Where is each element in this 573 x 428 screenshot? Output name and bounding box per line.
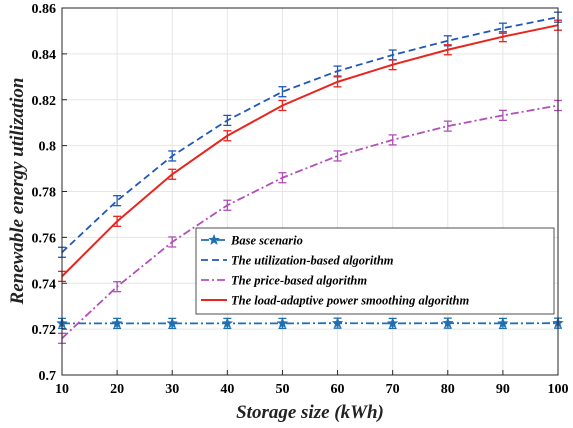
- error-bar: [223, 114, 232, 127]
- x-tick-label: 30: [165, 382, 179, 397]
- y-tick-label: 0.74: [32, 277, 57, 292]
- error-bar: [168, 168, 177, 180]
- x-tick-label: 70: [386, 382, 400, 397]
- x-tick-label: 50: [275, 382, 289, 397]
- data-point-star: [221, 317, 234, 329]
- y-tick-label: 0.76: [32, 231, 57, 246]
- data-point-star: [441, 316, 454, 329]
- data-point-star: [166, 317, 179, 329]
- series-0: [56, 316, 564, 330]
- error-bar: [388, 134, 397, 146]
- data-point-star: [111, 317, 124, 329]
- y-tick-label: 0.82: [32, 94, 57, 109]
- error-bar: [223, 199, 232, 211]
- error-bar: [278, 99, 287, 112]
- error-bar: [278, 172, 287, 184]
- y-tick-label: 0.84: [32, 48, 57, 63]
- y-tick-label: 0.78: [32, 186, 57, 201]
- error-bar: [168, 150, 177, 162]
- x-tick-label: 90: [496, 382, 510, 397]
- y-tick-label: 0.7: [39, 369, 57, 384]
- error-bar: [278, 86, 287, 98]
- error-bar: [223, 130, 232, 142]
- error-bar: [498, 109, 507, 121]
- error-bar: [498, 31, 507, 43]
- legend-label-0: Base scenario: [230, 234, 303, 248]
- legend: Base scenario The utilization-based algor…: [195, 227, 555, 315]
- error-bar: [388, 59, 397, 71]
- legend-label-3: The load-adaptive power smoothing algori…: [231, 294, 469, 308]
- series-line: [61, 16, 559, 253]
- x-tick-label: 40: [220, 382, 234, 397]
- data-point-star: [276, 317, 289, 329]
- y-tick-label: 0.86: [32, 2, 57, 17]
- error-bar: [333, 65, 342, 77]
- error-bar: [333, 150, 342, 162]
- error-bar: [113, 215, 122, 227]
- y-axis-title: Renewable energy utilization: [7, 78, 28, 306]
- y-axis-ticks: 0.7 0.72 0.74 0.76 0.78 0.8 0.82 0.84 0.86: [32, 2, 67, 384]
- x-axis-title: Storage size (kWh): [236, 402, 384, 423]
- y-tick-label: 0.8: [39, 140, 57, 155]
- error-bar: [443, 44, 452, 56]
- x-axis-ticks: 10 20 30 40 50 60 70 80 90 100: [55, 370, 569, 397]
- error-bar: [113, 195, 122, 207]
- legend-box: [195, 227, 555, 315]
- x-tick-label: 20: [110, 382, 124, 397]
- error-bar: [168, 236, 177, 248]
- error-bar: [443, 120, 452, 132]
- series-line: [61, 104, 559, 339]
- data-point-star: [386, 317, 399, 329]
- x-tick-label: 100: [548, 382, 569, 397]
- legend-star-marker: [208, 233, 220, 246]
- x-tick-label: 80: [441, 382, 455, 397]
- y-tick-label: 0.72: [32, 323, 57, 338]
- series-line: [61, 24, 559, 278]
- data-point-star: [496, 317, 509, 329]
- error-bar: [113, 281, 122, 293]
- series-3: [58, 19, 562, 283]
- x-tick-label: 60: [331, 382, 345, 397]
- x-tick-label: 10: [55, 382, 69, 397]
- legend-label-1: The utilization-based algorithm: [231, 254, 394, 268]
- data-point-star: [331, 316, 344, 329]
- error-bar: [333, 76, 342, 88]
- legend-label-2: The price-based algorithm: [231, 274, 367, 288]
- series-layer: [56, 11, 564, 344]
